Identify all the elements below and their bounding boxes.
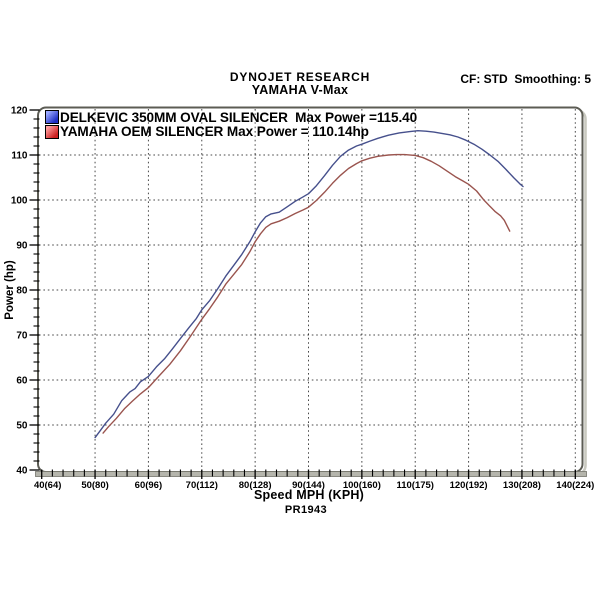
y-tick-label-100: 100 <box>11 196 28 207</box>
y-axis-title: Power (hp) <box>4 260 16 320</box>
yamaha-oem-series-swatch <box>45 124 59 139</box>
x-tick-label-130: 130(208) <box>503 480 541 491</box>
y-tick-label-40: 40 <box>16 466 28 477</box>
y-tick-label-60: 60 <box>16 376 28 387</box>
x-axis-band <box>35 471 587 477</box>
power-curve-yamaha-oem <box>102 153 511 434</box>
x-tick-label-120: 120(192) <box>450 480 488 491</box>
legend-label-delkevic: DELKEVIC 350MM OVAL SILENCER Max Power =… <box>60 109 418 125</box>
legend-item-delkevic: DELKEVIC 350MM OVAL SILENCER Max Power =… <box>45 110 417 125</box>
legend: DELKEVIC 350MM OVAL SILENCER Max Power =… <box>45 110 417 139</box>
x-tick-label-90: 90(144) <box>292 480 325 491</box>
y-tick-label-70: 70 <box>16 331 28 342</box>
page-subtitle: YAMAHA V-Max <box>251 82 349 97</box>
x-axis-title: Speed MPH (KPH) <box>254 488 364 502</box>
plot-background <box>38 107 583 472</box>
legend-item-yamaha-oem: YAMAHA OEM SILENCER Max Power = 110.14hp <box>45 124 417 140</box>
x-tick-label-140: 140(224) <box>556 480 594 491</box>
x-tick-label-50: 50(80) <box>81 480 108 491</box>
x-tick-label-110: 110(175) <box>396 480 434 491</box>
power-curve-delkevic <box>94 129 524 439</box>
x-tick-label-60: 60(96) <box>135 480 162 491</box>
page-title: DYNOJET RESEARCH <box>229 70 371 84</box>
y-tick-label-80: 80 <box>16 286 28 297</box>
x-tick-label-70: 70(112) <box>186 480 218 491</box>
y-tick-label-110: 110 <box>11 151 28 162</box>
correction-smoothing-label: CF: STD Smoothing: 5 <box>460 72 591 86</box>
run-code: PR1943 <box>284 504 328 516</box>
x-tick-label-40: 40(64) <box>34 480 61 491</box>
y-tick-label-90: 90 <box>16 241 28 252</box>
delkevic-series-swatch <box>45 110 59 125</box>
x-tick-label-100: 100(160) <box>343 480 381 491</box>
legend-label-yamaha-oem: YAMAHA OEM SILENCER Max Power = 110.14hp <box>60 124 369 140</box>
x-tick-label-80: 80(128) <box>239 480 272 491</box>
header: DYNOJET RESEARCH YAMAHA V-Max <box>0 71 600 97</box>
y-tick-label-120: 120 <box>11 106 28 117</box>
y-tick-label-50: 50 <box>16 421 28 432</box>
